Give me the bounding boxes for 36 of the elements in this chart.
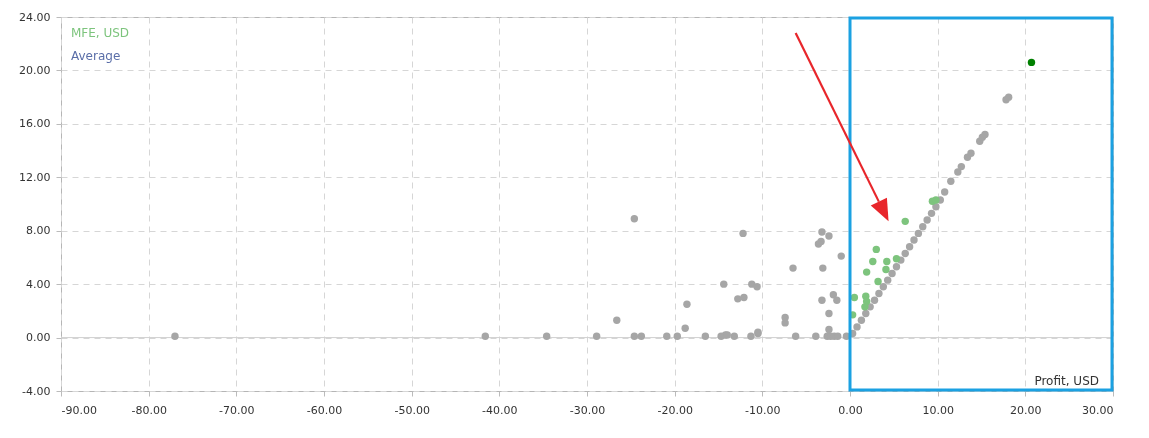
x-tick-label: -50.00 bbox=[394, 403, 430, 417]
x-tick-label: -80.00 bbox=[131, 403, 167, 417]
point bbox=[850, 293, 859, 302]
y-tick-label: 4.00 bbox=[26, 277, 51, 291]
y-tick-label: 16.00 bbox=[19, 117, 51, 131]
point bbox=[883, 257, 891, 266]
x-tick-label: -60.00 bbox=[306, 403, 343, 417]
y-tick-label: 24.00 bbox=[19, 10, 51, 24]
x-tick-label: 20.00 bbox=[1010, 403, 1042, 417]
x-axis-title: Profit, USD bbox=[1034, 374, 1099, 388]
x-tick-label: 0.00 bbox=[838, 403, 863, 417]
point bbox=[862, 268, 871, 276]
y-tick-label: 20.00 bbox=[19, 63, 51, 77]
x-tick-label: -30.00 bbox=[569, 403, 606, 417]
point bbox=[882, 265, 890, 274]
point bbox=[932, 196, 940, 204]
point bbox=[869, 257, 877, 266]
x-tick-label: -10.00 bbox=[745, 403, 781, 417]
y-tick-label: -4.00 bbox=[22, 384, 51, 398]
text: MFE, USD bbox=[71, 26, 130, 40]
x-tick-label: 10.00 bbox=[922, 403, 954, 417]
point bbox=[861, 303, 869, 311]
y-tick-label: 0.00 bbox=[26, 331, 51, 345]
point bbox=[872, 245, 881, 254]
y-tick-label: 12.00 bbox=[19, 170, 51, 184]
annotation: Average bbox=[71, 49, 121, 63]
x-tick-label: -70.00 bbox=[219, 403, 255, 417]
y-tick-label: 8.00 bbox=[26, 224, 51, 238]
x-tick-label: 30.00 bbox=[1082, 403, 1114, 417]
point bbox=[1027, 58, 1036, 67]
x-tick-label: -90.00 bbox=[61, 403, 97, 417]
x-tick-label: -40.00 bbox=[482, 403, 518, 417]
point bbox=[874, 277, 882, 286]
point bbox=[892, 255, 901, 263]
point bbox=[901, 217, 909, 226]
x-tick-label: -20.00 bbox=[657, 403, 693, 417]
